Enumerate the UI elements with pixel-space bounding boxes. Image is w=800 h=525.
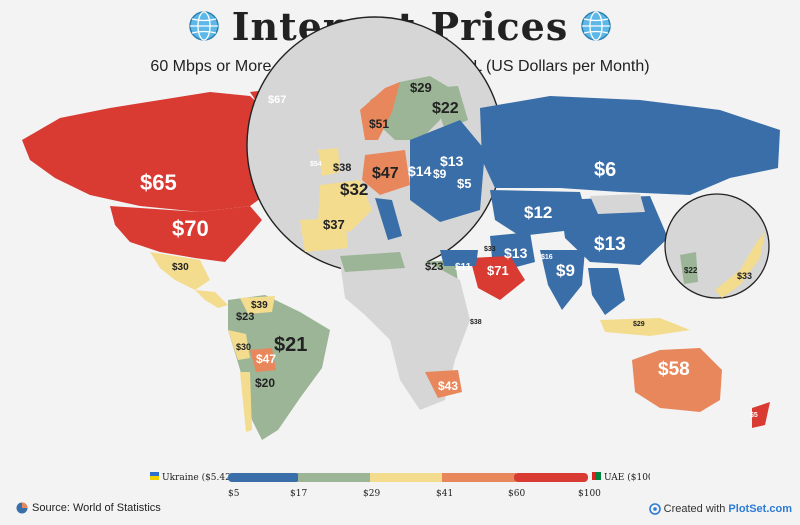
globe-icon — [581, 11, 611, 41]
plotset-link[interactable]: PlotSet.com — [728, 503, 792, 515]
map-label: $37 — [323, 217, 345, 232]
map-label: $13 — [504, 245, 528, 261]
map-label: $33 — [737, 271, 752, 281]
korea-region — [680, 252, 698, 284]
map-label: $38 — [470, 319, 482, 326]
mongolia-region — [590, 194, 645, 214]
source-note: Source: World of Statistics — [16, 502, 161, 514]
map-label: $70 — [172, 216, 209, 241]
map-label: $30 — [172, 262, 189, 273]
credit-note: Created with PlotSet.com — [648, 503, 792, 515]
japan-region — [715, 232, 765, 298]
legend-tick: $60 — [508, 489, 525, 499]
peru-region — [228, 330, 250, 360]
legend-band-4 — [442, 473, 516, 482]
legend-tick: $100 — [578, 489, 601, 499]
map-label: $14 — [408, 163, 432, 179]
italy-region — [375, 198, 402, 240]
map-label: $47 — [372, 165, 399, 182]
map-label: $12 — [524, 203, 552, 222]
legend-tick: $5 — [228, 489, 240, 499]
usa-region — [110, 206, 262, 262]
southeast-asia-region — [588, 268, 625, 315]
map-label: $20 — [255, 376, 275, 390]
spain-region — [300, 218, 348, 252]
globe-icon — [189, 11, 219, 41]
map-label: $11 — [455, 262, 472, 273]
east-asia-inset — [664, 193, 770, 299]
plotset-logo-icon — [648, 503, 661, 515]
bolivia-region — [250, 348, 276, 372]
world-map: $67 $65 $70 $30 $29 $22 $51 $54 $38 $47 … — [22, 16, 780, 440]
map-label: $30 — [236, 342, 251, 352]
map-label: $71 — [487, 263, 509, 278]
legend-flag-icon — [592, 472, 595, 480]
legend-flag-icon — [150, 476, 159, 480]
map-label: $33 — [484, 246, 496, 253]
map-label: $32 — [340, 180, 368, 199]
uk-region — [318, 148, 340, 176]
legend-band-3 — [370, 473, 444, 482]
map-label: $38 — [333, 162, 351, 174]
legend-left-label: Ukraine ($5.42) — [162, 472, 234, 483]
map-label: $54 — [310, 161, 322, 168]
legend-band-1 — [228, 473, 300, 482]
south-africa-region — [425, 370, 462, 398]
turkey-region — [440, 250, 478, 266]
created-with-text: Created with — [663, 503, 726, 515]
map-label: $58 — [658, 359, 690, 380]
map-label: $22 — [684, 266, 698, 275]
map-label: $16 — [541, 254, 553, 261]
map-label: $6 — [594, 159, 616, 181]
map-label: $47 — [256, 352, 276, 366]
pie-logo-icon — [16, 502, 28, 514]
central-america-region — [195, 290, 228, 308]
map-label: $9 — [433, 167, 447, 181]
germany-region — [362, 150, 410, 195]
map-label: $29 — [410, 80, 432, 95]
venezuela-region — [240, 296, 275, 314]
saudi-arabia-region — [470, 256, 525, 300]
map-label: $51 — [369, 117, 389, 131]
color-legend: Ukraine ($5.42) UAE ($100) $5 $17 $29 $4… — [150, 472, 650, 499]
mexico-region — [150, 252, 210, 290]
map-label: $13 — [440, 153, 464, 169]
canada-region — [22, 92, 272, 212]
map-label: $23 — [236, 311, 254, 323]
legend-right-label: UAE ($100) — [604, 472, 650, 483]
eastern-europe-region — [410, 120, 485, 222]
new-zealand-region — [752, 402, 770, 428]
map-label: $67 — [268, 94, 286, 106]
map-label: $43 — [438, 379, 458, 393]
map-label: $29 — [633, 321, 645, 328]
map-label: $22 — [432, 100, 459, 117]
norway-region — [360, 82, 400, 140]
chile-region — [240, 372, 252, 432]
legend-flag-icon — [592, 472, 601, 480]
australia-region — [632, 348, 722, 412]
india-region — [540, 250, 585, 310]
finland-region — [430, 86, 468, 130]
map-label: $5 — [750, 412, 758, 419]
map-label: $65 — [140, 170, 177, 195]
map-label: $5 — [457, 176, 471, 191]
legend-band-2 — [298, 473, 372, 482]
map-label: $39 — [251, 300, 268, 311]
south-america-region — [228, 295, 330, 440]
legend-band-5 — [514, 473, 588, 482]
russia-region — [480, 96, 780, 195]
china-region — [560, 196, 668, 265]
map-label: $13 — [594, 234, 626, 255]
map-label: $9 — [556, 261, 575, 280]
source-text: Source: World of Statistics — [32, 502, 161, 514]
legend-tick: $29 — [363, 489, 380, 499]
map-label: $21 — [274, 334, 307, 356]
map-label: $23 — [425, 261, 443, 273]
north-africa-region — [340, 252, 405, 272]
indonesia-region — [600, 318, 690, 336]
legend-tick: $17 — [290, 489, 307, 499]
legend-tick: $41 — [436, 489, 453, 499]
